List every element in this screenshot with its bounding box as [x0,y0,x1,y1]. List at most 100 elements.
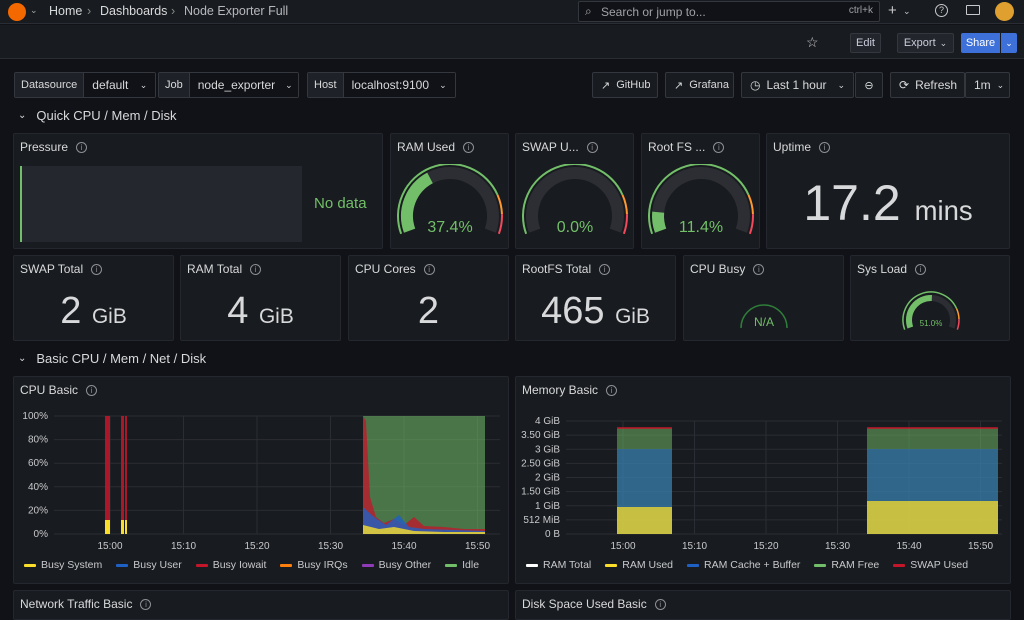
refresh-icon: ⟳ [899,78,910,92]
clock-icon: ◷ [750,78,761,92]
plus-icon[interactable]: + [888,2,897,19]
gauge-sys-load: 51.0% [902,291,960,330]
memory-basic-chart: 4 GiB 3.50 GiB 3 GiB 2.50 GiB 2 GiB 1.50 GiB 1… [521,416,1002,552]
info-icon[interactable]: i [654,598,666,610]
panel-title: Sys Load i [857,262,927,276]
panel-title: Root FS ... i [648,140,725,154]
gauge-threshold-segment [955,308,960,320]
chevron-down-icon[interactable]: ⌄ [903,6,911,16]
gauge-track-arc [526,167,624,233]
legend-item[interactable]: SWAP Used [893,559,968,571]
legend-item[interactable]: Busy System [24,559,102,571]
legend-item[interactable]: RAM Used [605,559,673,571]
gauge-threshold-segment [748,214,754,235]
legend-item[interactable]: Busy Other [361,559,431,571]
share-dropdown-icon[interactable]: ⌄ [1001,33,1017,53]
variable-host[interactable]: Host localhost:9100 ⌄ [307,72,456,98]
info-icon[interactable]: i [586,141,598,153]
share-button[interactable]: Share [961,33,1000,53]
star-icon[interactable]: ☆ [806,34,819,50]
chevron-down-icon: ⌄ [939,37,948,48]
variable-label: Datasource [15,73,85,97]
breadcrumb-dashboards[interactable]: Dashboards [100,4,168,18]
info-icon[interactable]: i [599,263,611,275]
stat-value: 465 [541,290,605,332]
search-box[interactable]: ⌕ Search or jump to... ctrl+k [578,1,880,22]
legend-label: RAM Used [622,559,674,571]
variable-label: Job [159,73,190,97]
info-icon[interactable]: i [915,263,927,275]
legend-item[interactable]: Busy User [116,559,182,571]
legend-item[interactable]: RAM Total [526,559,591,571]
info-icon[interactable]: i [76,141,88,153]
panel-title: Network Traffic Basic i [20,597,152,611]
variable-datasource[interactable]: Datasource default ⌄ [14,72,157,98]
legend-item[interactable]: Busy Iowait [195,559,266,571]
info-icon[interactable]: i [606,384,618,396]
gauge-threshold-arc [648,164,754,235]
gauge-root-fs: 11.4% [648,164,754,236]
refresh-interval-picker[interactable]: 1m ⌄ [965,72,1010,98]
x-tick-label: 15:10 [171,541,196,552]
avatar[interactable] [995,2,1014,21]
export-button[interactable]: Export ⌄ [897,33,954,53]
panel-title-text: Network Traffic Basic [20,597,133,611]
external-link-icon: ↗ [674,79,684,92]
legend-item[interactable]: Busy IRQs [280,559,348,571]
panel-title-text: Pressure [20,140,69,154]
refresh-button[interactable]: ⟳ Refresh [890,72,965,98]
series-ram-used-area [617,507,672,534]
series-idle-area [363,416,485,534]
chevron-down-icon: ⌄ [439,79,447,90]
monitor-icon[interactable] [966,5,980,15]
legend-swatch [526,563,538,567]
info-icon[interactable]: i [91,263,103,275]
panel-title-text: RAM Total [187,262,243,276]
y-tick-label: 1 GiB [535,501,560,512]
info-icon[interactable]: i [250,263,262,275]
grafana-link[interactable]: ↗ Grafana [665,72,734,98]
uptime-value: 17.2 mins [767,174,1009,232]
gauge-threshold-segment [956,318,960,330]
x-tick-label: 15:50 [465,541,490,552]
variable-job[interactable]: Job node_exporter ⌄ [158,72,299,98]
legend-swatch [687,563,700,567]
info-icon[interactable]: i [463,141,475,153]
info-icon[interactable]: i [713,141,725,153]
panel-root-fs: Root FS ... i 11.4% [641,133,760,249]
gauge-value: 51.0% [920,319,943,328]
info-icon[interactable]: i [423,263,435,275]
gauge-value: 0.0% [557,219,593,236]
row-quick[interactable]: ⌄ Quick CPU / Mem / Disk [18,108,177,123]
panel-rootfs-total: RootFS Total i 465 GiB [515,255,676,341]
info-icon[interactable]: i [140,598,152,610]
legend-item[interactable]: RAM Cache + Buffer [687,559,800,571]
help-icon[interactable]: ? [935,4,948,17]
info-icon[interactable]: i [86,384,98,396]
panel-title: Pressure i [20,140,88,154]
time-range-picker[interactable]: ◷ Last 1 hour ⌄ [741,72,854,98]
series-system-spike [105,520,108,534]
x-tick-label: 15:20 [753,541,778,552]
refresh-interval-value: 1m [974,78,991,92]
chevron-down-icon[interactable]: ⌄ [30,5,38,15]
legend-item[interactable]: RAM Free [814,559,879,571]
breadcrumb-home[interactable]: Home [49,4,83,18]
edit-button[interactable]: Edit [850,33,881,53]
info-icon[interactable]: i [753,263,765,275]
panel-ram-used: RAM Used i 37.4% [390,133,509,249]
variable-value: default ⌄ [84,73,156,97]
x-tick-label: 15:00 [610,541,635,552]
panel-title-text: Uptime [773,140,812,154]
gauge-threshold-segment [648,164,750,235]
breadcrumb-separator-icon: › [171,4,176,18]
chevron-down-icon: ⌄ [837,79,845,90]
github-link[interactable]: ↗ GitHub [592,72,658,98]
grafana-logo-icon[interactable] [8,3,26,21]
info-icon[interactable]: i [819,141,831,153]
legend-item[interactable]: Idle [445,559,479,571]
row-basic[interactable]: ⌄ Basic CPU / Mem / Net / Disk [18,351,206,366]
legend-label: Busy System [41,559,103,571]
zoom-out-button[interactable]: ⊖ [855,72,883,98]
panel-title-text: Disk Space Used Basic [522,597,647,611]
